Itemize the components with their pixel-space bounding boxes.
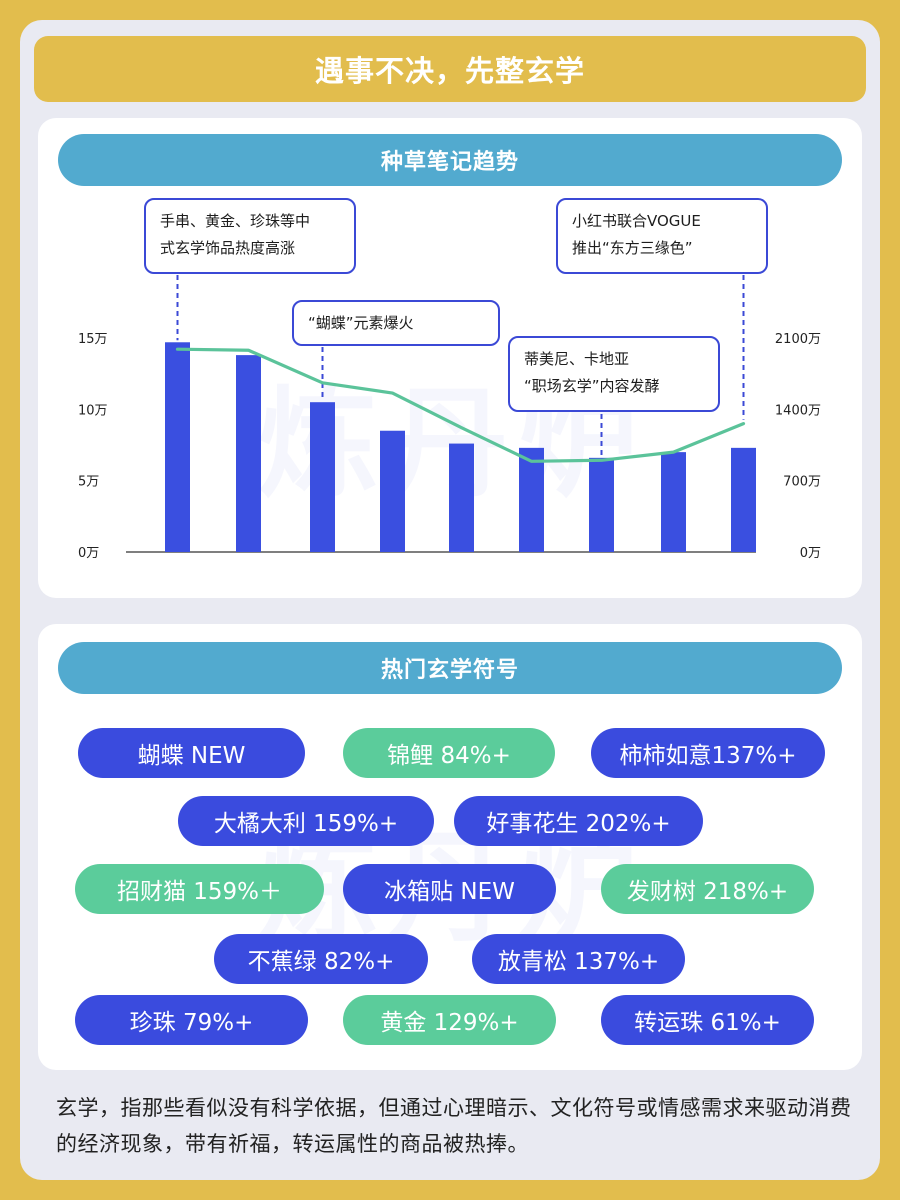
bar [661,452,686,552]
bar [731,447,756,552]
footer-description: 玄学，指那些看似没有科学依据，但通过心理暗示、文化符号或情感需求来驱动消费的经济… [56,1096,852,1156]
y-left-tick-label: 5万 [78,475,99,490]
y-right-tick-label: 0万 [800,546,821,561]
annotation-butterfly: “蝴蝶”元素爆火 [292,300,500,346]
trend-section-header: 种草笔记趋势 [58,134,842,186]
trend-chart: 0万 5万 10万 15万 0万 700万 1400万 2100万 [78,275,821,561]
y-right-tick-label: 1400万 [775,403,821,418]
annotation-jewelry-trend: 手串、黄金、珍珠等中 式玄学饰品热度高涨 [144,198,356,274]
tag-fridge-magnet: 冰箱贴 NEW [343,864,556,914]
bar [589,457,614,552]
tag-lucky-cat: 招财猫 159%＋ [75,864,324,914]
trend-line [175,347,746,463]
bar [236,355,261,552]
tag-orange: 大橘大利 159%+ [178,796,434,846]
symbols-section-header: 热门玄学符号 [58,642,842,694]
annotation-vogue-colors: 小红书联合VOGUE 推出“东方三缘色” [556,198,768,274]
page-title: 遇事不决，先整玄学 [34,36,866,102]
y-left-tick-label: 10万 [78,403,108,418]
bar [380,430,405,552]
tag-peanut: 好事花生 202%+ [454,796,703,846]
tag-lucky-bead: 转运珠 61%+ [601,995,814,1045]
symbols-card: 炼丹炉 热门玄学符号 蝴蝶 NEW 锦鲤 84%+ 柿柿如意137%+ 大橘大利… [38,624,862,1070]
bar [310,402,335,552]
tag-money-tree: 发财树 218%+ [601,864,814,914]
tag-banana: 不蕉绿 82%+ [214,934,428,984]
y-right-tick-label: 700万 [783,475,821,490]
bar [165,342,190,552]
y-right-tick-label: 2100万 [775,332,821,347]
y-left-tick-label: 15万 [78,332,108,347]
annotation-workplace-metaphysics: 蒂美尼、卡地亚 “职场玄学”内容发酵 [508,336,720,412]
tag-persimmon: 柿柿如意137%+ [591,728,825,778]
bar [449,443,474,552]
tag-gold: 黄金 129%+ [343,995,556,1045]
y-left-tick-label: 0万 [78,546,99,561]
tag-butterfly: 蝴蝶 NEW [78,728,305,778]
tag-koi: 锦鲤 84%+ [343,728,555,778]
tag-pearl: 珍珠 79%+ [75,995,308,1045]
tag-pine: 放青松 137%+ [472,934,685,984]
bar [519,447,544,552]
